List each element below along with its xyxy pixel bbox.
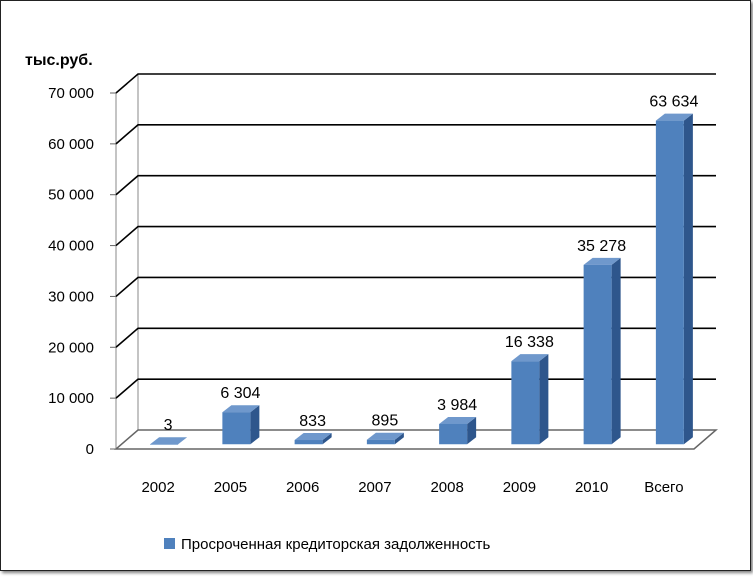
bar-top bbox=[583, 257, 621, 265]
bar bbox=[511, 354, 549, 445]
bar-front bbox=[439, 423, 468, 445]
bar-top bbox=[655, 113, 693, 121]
gridline bbox=[115, 276, 716, 298]
x-axis: 2002 2005 2006 2007 2008 2009 2010 Всего bbox=[141, 479, 683, 496]
x-tick-label: Всего bbox=[644, 479, 683, 496]
bar-side bbox=[322, 433, 332, 445]
bar-front bbox=[150, 444, 179, 445]
bar-side bbox=[611, 257, 621, 445]
data-label: 35 278 bbox=[577, 238, 626, 255]
legend-label: Просроченная кредиторская задолженность bbox=[181, 536, 491, 553]
bar bbox=[294, 433, 332, 445]
data-label: 16 338 bbox=[505, 334, 554, 351]
x-tick-label: 2005 bbox=[214, 479, 247, 496]
y-tick-label: 50 000 bbox=[48, 187, 94, 204]
bar-top bbox=[366, 432, 404, 440]
chart-floor bbox=[113, 429, 719, 450]
bar bbox=[366, 432, 404, 445]
bar-side bbox=[539, 354, 549, 445]
y-tick-label: 40 000 bbox=[48, 238, 94, 255]
bar-side bbox=[467, 416, 477, 445]
data-label: 63 634 bbox=[649, 94, 698, 111]
x-tick-label: 2008 bbox=[430, 479, 463, 496]
bars: 3 6 304 833 895 3 984 16 338 35 278 63 634 bbox=[150, 94, 698, 445]
y-tick-label: 0 bbox=[86, 441, 94, 458]
bar-side bbox=[394, 432, 404, 445]
bar bbox=[655, 113, 693, 445]
y-tick-label: 30 000 bbox=[48, 288, 94, 305]
bar-side bbox=[178, 437, 188, 445]
y-tick-label: 60 000 bbox=[48, 136, 94, 153]
bar bbox=[150, 437, 188, 445]
chart-walls bbox=[113, 74, 719, 450]
y-tick-label: 20 000 bbox=[48, 339, 94, 356]
bar-front bbox=[583, 264, 612, 445]
y-tick-label: 70 000 bbox=[48, 85, 94, 102]
bar bbox=[222, 405, 260, 445]
bar-front bbox=[294, 440, 323, 445]
gridline bbox=[115, 327, 716, 348]
bar-top bbox=[294, 433, 332, 441]
gridline bbox=[115, 124, 716, 145]
x-tick-label: 2007 bbox=[358, 479, 391, 496]
x-tick-label: 2009 bbox=[503, 479, 536, 496]
gridlines bbox=[115, 73, 716, 399]
bar bbox=[439, 416, 477, 445]
y-tick-label: 10 000 bbox=[48, 390, 94, 407]
bar-top bbox=[150, 437, 188, 445]
bar-side bbox=[250, 405, 260, 445]
data-label: 3 984 bbox=[437, 397, 477, 414]
gridline bbox=[115, 174, 716, 196]
data-label: 6 304 bbox=[220, 385, 260, 402]
gridline bbox=[115, 225, 716, 247]
gridline bbox=[115, 73, 716, 94]
bar-top bbox=[222, 405, 260, 413]
bar-front bbox=[366, 439, 395, 445]
bar-top bbox=[439, 416, 477, 424]
bar-top bbox=[511, 354, 549, 362]
bar-side bbox=[683, 113, 693, 445]
y-axis: 0 10 000 20 000 30 000 40 000 50 000 60 000 70 … bbox=[48, 85, 116, 458]
data-label: 3 bbox=[164, 417, 173, 434]
legend-swatch bbox=[164, 538, 175, 549]
legend: Просроченная кредиторская задолженность bbox=[164, 536, 491, 553]
gridline bbox=[115, 378, 716, 399]
data-label: 895 bbox=[372, 413, 399, 430]
x-tick-label: 2002 bbox=[141, 479, 174, 496]
unit-label: тыс.руб. bbox=[25, 52, 93, 69]
bar-front bbox=[222, 412, 251, 445]
data-label: 833 bbox=[299, 413, 326, 430]
x-tick-label: 2006 bbox=[286, 479, 319, 496]
bar-front bbox=[655, 120, 684, 445]
bar bbox=[583, 257, 621, 445]
x-tick-label: 2010 bbox=[575, 479, 608, 496]
bar-front bbox=[511, 361, 540, 445]
